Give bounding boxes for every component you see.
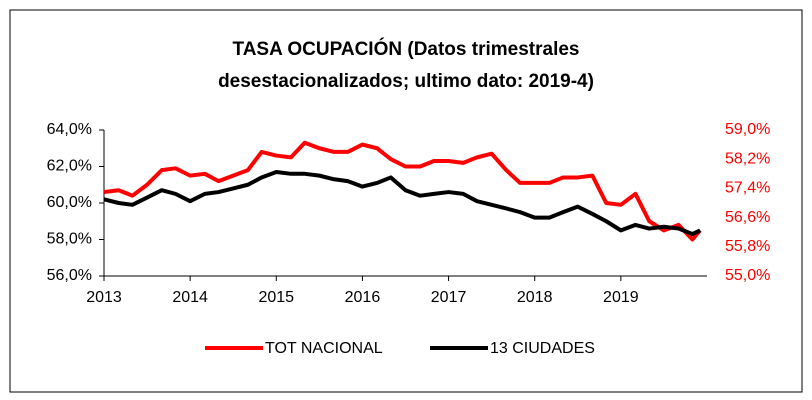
chart-title: TASA OCUPACIÓN (Datos trimestrales [233,38,580,60]
series-line [103,169,701,237]
series-line [103,140,702,242]
x-tick-label: 2016 [345,289,381,306]
y2-tick-label: 59,0% [725,121,770,138]
y2-tick-label: 57,4% [725,180,770,197]
x-tick-label: 2019 [603,289,639,306]
y2-tick-label: 55,8% [725,238,770,255]
x-tick-label: 2018 [517,289,553,306]
y-tick-label: 56,0% [47,267,92,284]
y-tick-label: 58,0% [47,231,92,248]
y-tick-label: 62,0% [47,158,92,175]
y2-tick-label: 58,2% [725,150,770,167]
x-tick-label: 2017 [431,289,467,306]
legend-label: TOT NACIONAL [265,340,383,357]
chart-title: desestacionalizados; ultimo dato: 2019-4… [218,71,594,92]
x-tick-label: 2013 [86,289,122,306]
y2-tick-label: 56,6% [725,209,770,226]
x-tick-label: 2014 [172,289,208,306]
legend-label: 13 CIUDADES [490,340,595,357]
chart-border [9,9,803,393]
y-tick-label: 60,0% [47,194,92,211]
y2-tick-label: 55,0% [725,267,770,284]
y-tick-label: 64,0% [47,121,92,138]
x-tick-label: 2015 [258,289,294,306]
